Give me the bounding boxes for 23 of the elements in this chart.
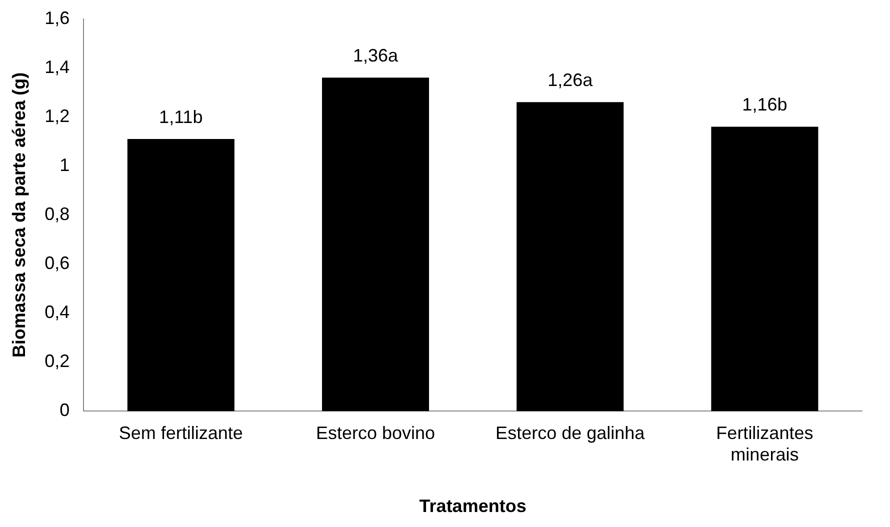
- y-tick-label: 0,2: [44, 351, 70, 372]
- x-tick-label: Sem fertilizante: [118, 422, 243, 443]
- bar: [322, 78, 430, 412]
- data-label: 1,36a: [352, 46, 400, 66]
- y-tick-label: 0,6: [44, 253, 70, 274]
- data-label: 1,11b: [159, 106, 203, 127]
- y-tick-label: 0,4: [44, 302, 70, 322]
- x-axis-title: Tratamentos: [419, 496, 526, 516]
- y-tick-label: 0,8: [44, 204, 70, 224]
- bar: [516, 102, 624, 412]
- data-label: 1,26a: [548, 70, 594, 90]
- y-tick-label: 0: [60, 400, 70, 420]
- x-tick-label: Esterco bovino: [316, 422, 436, 443]
- y-axis-title: Biomassa seca da parte aérea (g): [8, 72, 29, 358]
- bar: [711, 126, 818, 412]
- x-tick-label: Fertilizantes minerais: [716, 422, 814, 465]
- bar: [127, 138, 234, 412]
- data-label: 1,16b: [742, 94, 788, 115]
- x-tick-label: Esterco de galinha: [496, 422, 646, 443]
- y-tick-label: 1,6: [44, 8, 70, 28]
- y-tick-label: 1,4: [44, 56, 70, 77]
- y-tick-label: 1: [60, 154, 70, 175]
- y-tick-label: 1,2: [44, 106, 70, 126]
